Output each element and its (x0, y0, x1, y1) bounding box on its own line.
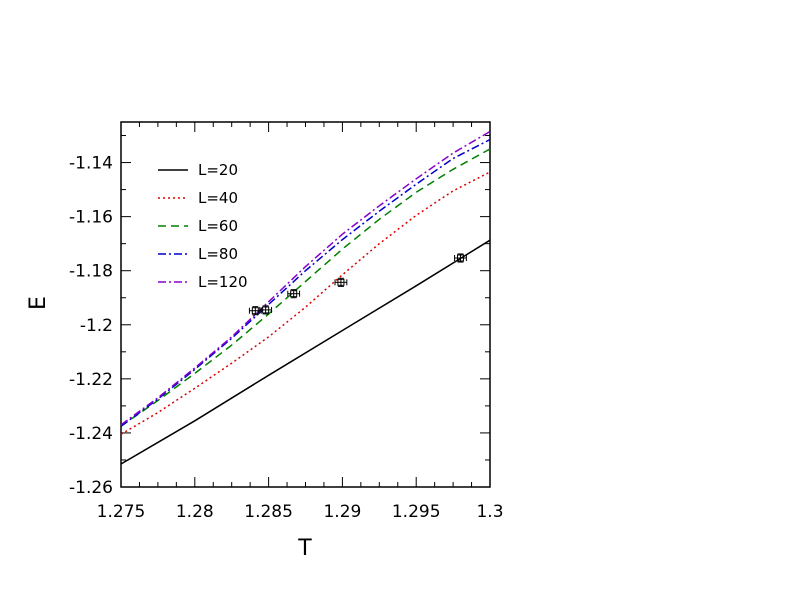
y-tick-label: -1.24 (69, 424, 113, 444)
marker-layer (248, 253, 467, 316)
x-tick-label: 1.28 (176, 502, 214, 522)
legend-label: L=40 (198, 189, 238, 207)
y-tick-label: -1.18 (69, 262, 113, 282)
x-tick-label: 1.29 (323, 502, 361, 522)
y-tick-label: -1.26 (69, 478, 113, 498)
series-line-l-120 (120, 130, 491, 426)
series-line-l-40 (120, 171, 491, 435)
marker-square (337, 278, 345, 286)
y-axis-title: E (26, 296, 51, 310)
y-tick-label: -1.2 (80, 316, 113, 336)
x-tick-label: 1.285 (244, 502, 293, 522)
legend-label: L=120 (198, 273, 248, 291)
y-tick-label: -1.22 (69, 370, 113, 390)
data-point (259, 305, 273, 315)
marker-square (456, 254, 464, 262)
marker-square (262, 306, 270, 314)
x-tick-label: 1.3 (476, 502, 503, 522)
data-point (287, 289, 301, 299)
legend: L=20 L=40 L=60 L=80 L=120 (158, 161, 248, 291)
data-point (334, 277, 348, 287)
x-tick-label: 1.275 (97, 502, 146, 522)
x-axis: 1.275 1.28 1.285 1.29 1.295 1.3 (97, 122, 504, 522)
marker-square (290, 290, 298, 298)
x-tick-label: 1.295 (392, 502, 441, 522)
x-axis-title: T (297, 536, 312, 561)
series-layer (120, 130, 491, 465)
marker-square (251, 307, 259, 315)
legend-label: L=80 (198, 245, 238, 263)
series-line-l-20 (120, 239, 491, 465)
y-tick-label: -1.16 (69, 208, 113, 228)
data-point (454, 253, 467, 263)
series-line-l-80 (120, 138, 491, 427)
series-line-l-60 (120, 148, 491, 427)
legend-label: L=60 (198, 217, 238, 235)
legend-label: L=20 (198, 161, 238, 179)
y-tick-label: -1.14 (69, 154, 113, 174)
y-axis: -1.14 -1.16 -1.18 -1.2 -1.22 -1.24 -1.26 (69, 135, 490, 498)
